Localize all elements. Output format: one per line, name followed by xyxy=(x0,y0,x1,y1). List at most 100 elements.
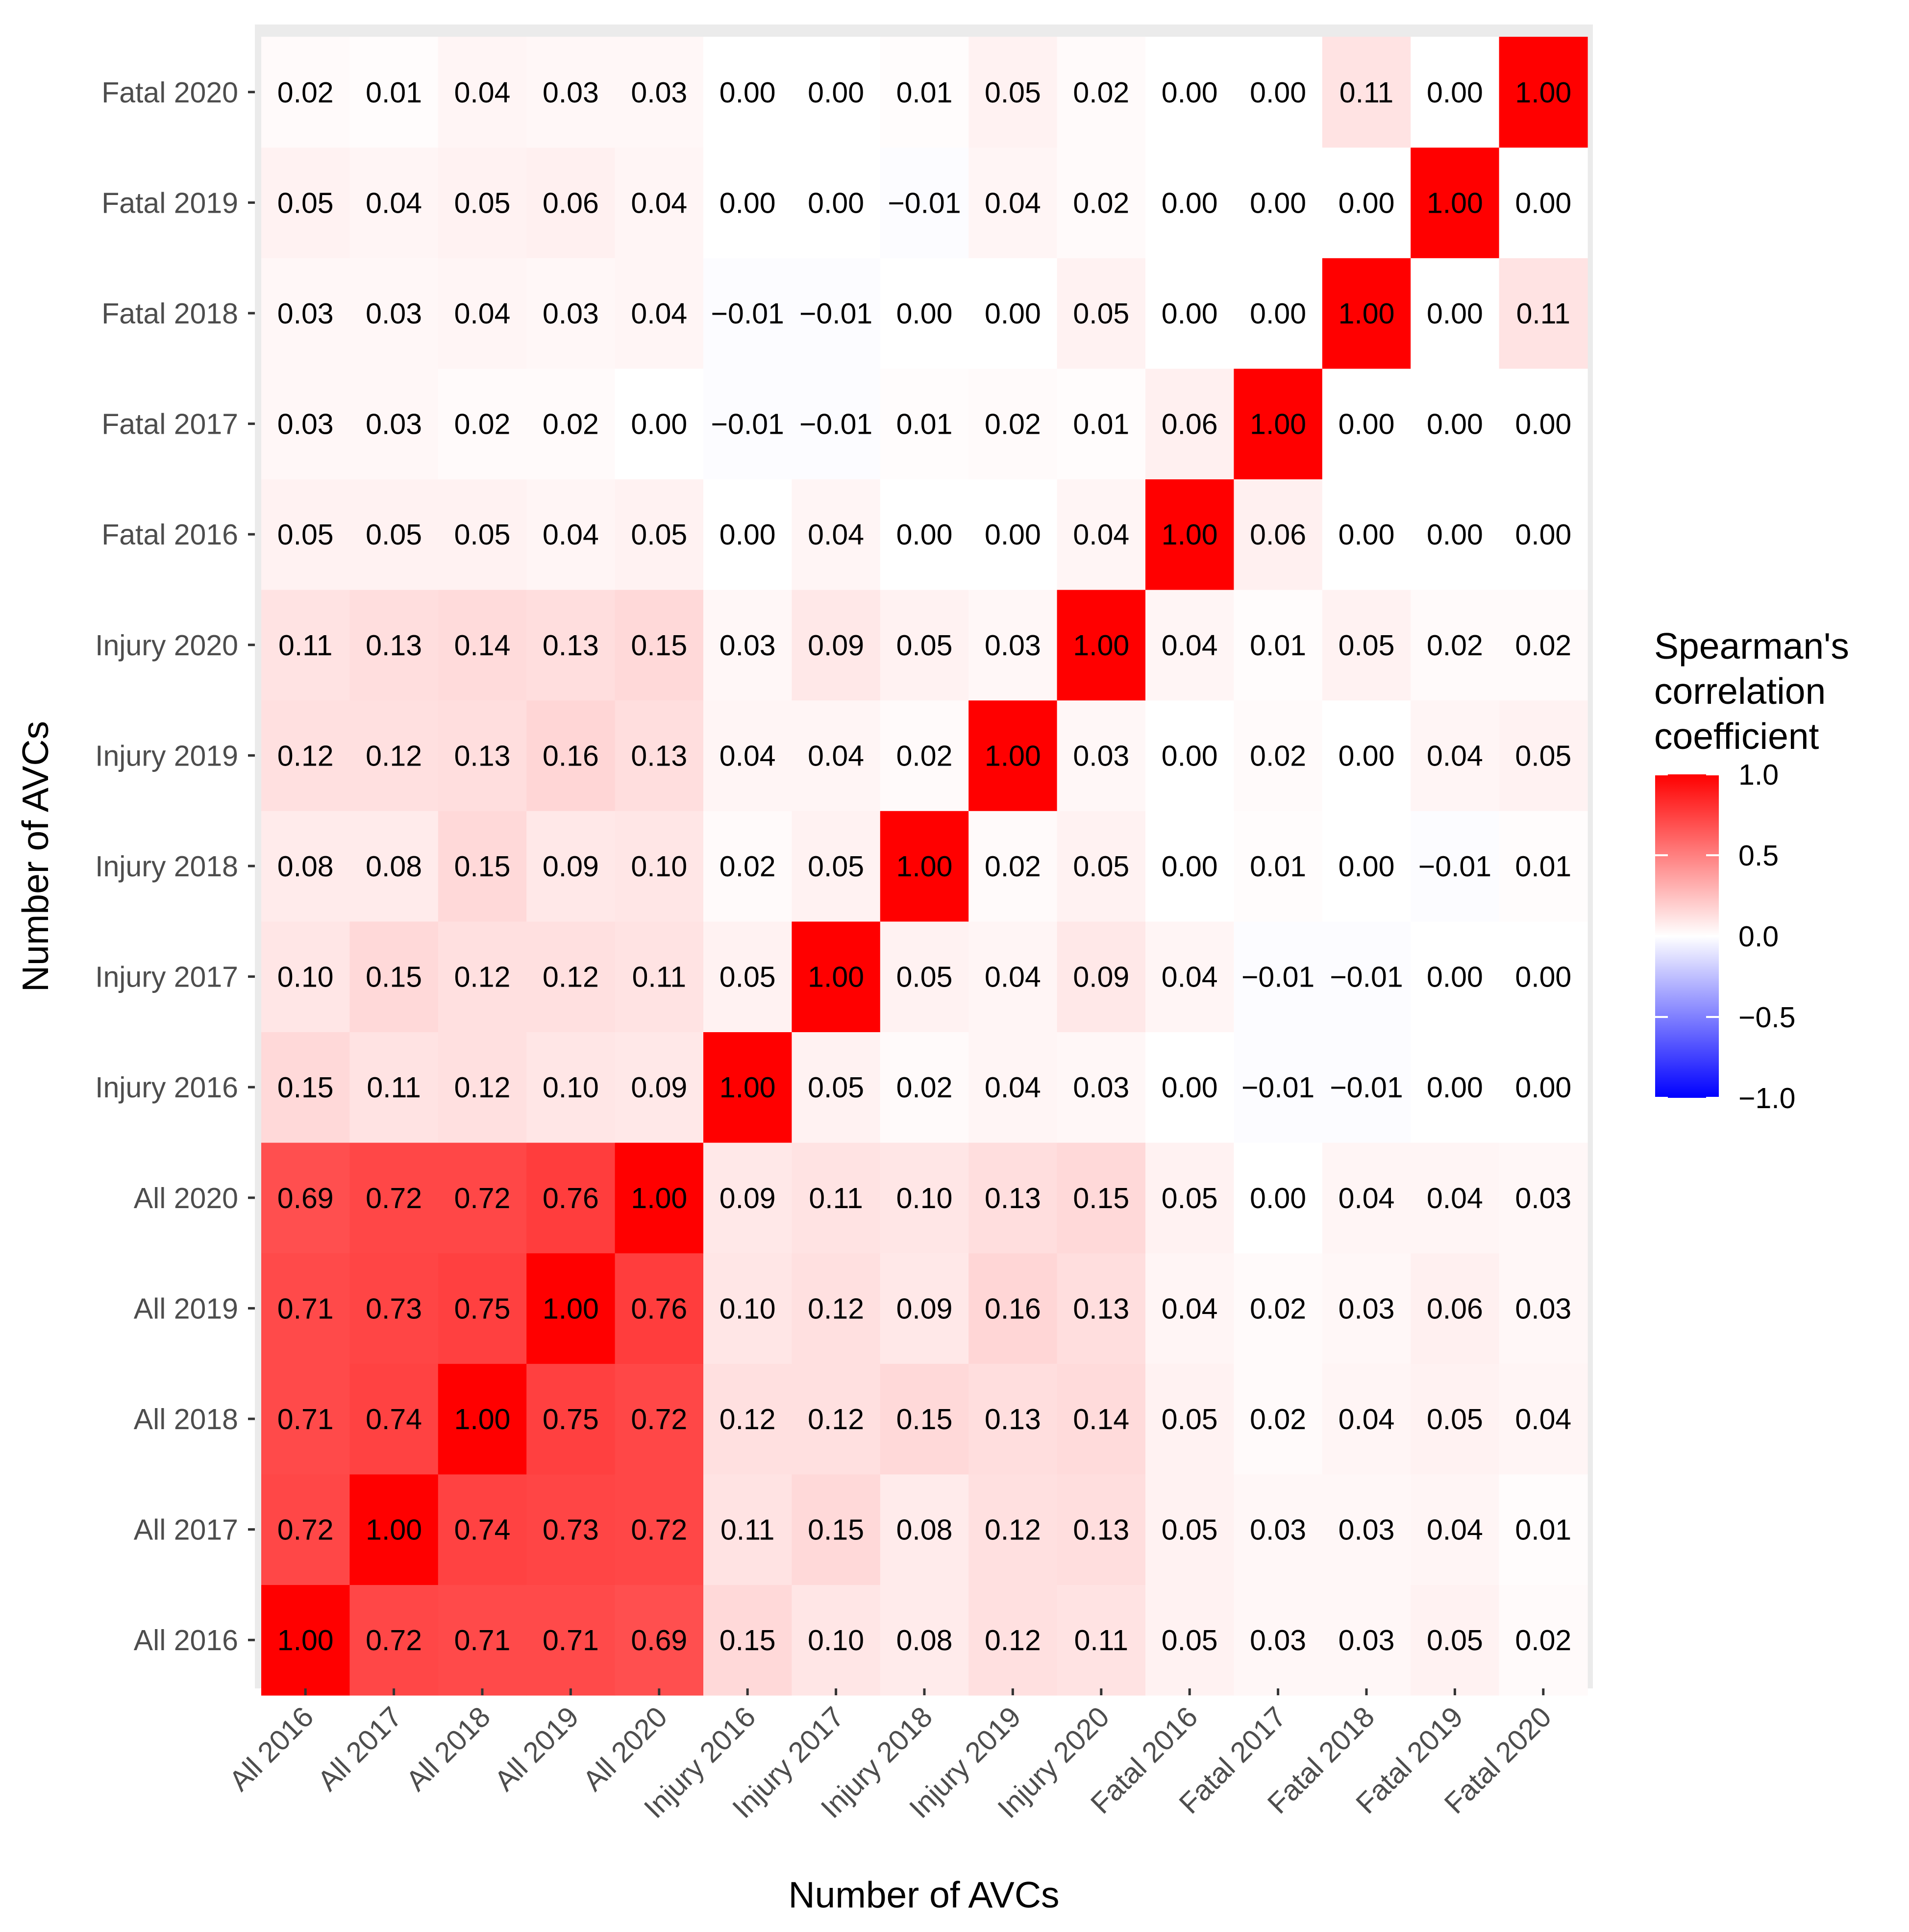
y-tick-label: Fatal 2016 xyxy=(101,519,238,551)
heatmap-cell-value: 0.00 xyxy=(1339,850,1395,883)
heatmap-cell xyxy=(438,1363,527,1475)
heatmap-cell xyxy=(968,37,1058,148)
heatmap-cell-value: 0.00 xyxy=(1427,961,1483,993)
heatmap-cell xyxy=(438,921,527,1032)
heatmap-cell xyxy=(1057,700,1146,811)
legend-tick-label: −1.0 xyxy=(1738,1082,1795,1115)
heatmap-cell xyxy=(1411,1585,1500,1696)
heatmap-cell-value: 0.00 xyxy=(1162,76,1218,109)
heatmap-cell xyxy=(1057,1253,1146,1364)
heatmap-cell-value: 0.74 xyxy=(366,1403,422,1436)
y-tick-label: Fatal 2019 xyxy=(101,187,238,219)
heatmap-cell xyxy=(261,1363,350,1475)
heatmap-cell xyxy=(1411,700,1500,811)
heatmap-cell xyxy=(1145,37,1234,148)
heatmap-cell xyxy=(1322,1142,1411,1254)
heatmap-cell xyxy=(261,1474,350,1585)
heatmap-cell xyxy=(792,147,881,258)
heatmap-cell xyxy=(1234,368,1323,479)
heatmap-cell-value: 0.15 xyxy=(808,1514,864,1546)
heatmap-cell-value: 1.00 xyxy=(631,1182,687,1214)
heatmap-cell xyxy=(1057,1142,1146,1254)
heatmap-cell xyxy=(703,1474,792,1585)
heatmap-cell-value: 0.04 xyxy=(1427,740,1483,772)
heatmap-cell-value: 0.00 xyxy=(985,297,1041,330)
x-tick-label: All 2017 xyxy=(311,1701,408,1797)
heatmap-cell-value: 1.00 xyxy=(808,961,864,993)
heatmap-cell-value: 0.05 xyxy=(277,519,334,551)
heatmap-cell-value: 1.00 xyxy=(1073,629,1129,662)
heatmap-cell xyxy=(261,1253,350,1364)
heatmap-cell xyxy=(1145,700,1234,811)
heatmap-cell xyxy=(1234,1363,1323,1475)
heatmap-cell-value: 0.72 xyxy=(366,1624,422,1657)
legend-title-line-3: coefficient xyxy=(1654,716,1819,757)
heatmap-cell xyxy=(792,700,881,811)
heatmap-cell-value: 0.03 xyxy=(1250,1624,1306,1657)
heatmap-cell xyxy=(1411,368,1500,479)
heatmap-cell xyxy=(792,479,881,590)
heatmap-cell xyxy=(1411,921,1500,1032)
heatmap-cell xyxy=(1322,1253,1411,1364)
heatmap-cell xyxy=(880,258,969,369)
heatmap-cell-value: 0.71 xyxy=(277,1292,334,1325)
heatmap-cell xyxy=(615,1253,704,1364)
heatmap-cell-value: 0.08 xyxy=(896,1624,953,1657)
heatmap-cell-value: 1.00 xyxy=(1250,408,1306,441)
heatmap-cell xyxy=(615,590,704,701)
heatmap-cell xyxy=(880,368,969,479)
heatmap-cell-value: 0.02 xyxy=(985,850,1041,883)
heatmap-cell-value: 0.15 xyxy=(366,961,422,993)
heatmap-cell-value: 0.03 xyxy=(277,408,334,441)
heatmap-cell-value: 0.00 xyxy=(1339,408,1395,441)
heatmap-cell xyxy=(1499,479,1588,590)
heatmap-cell xyxy=(1322,700,1411,811)
heatmap-cell-value: 0.00 xyxy=(1162,850,1218,883)
heatmap-cell xyxy=(792,921,881,1032)
heatmap-cell-value: 0.03 xyxy=(1339,1624,1395,1657)
heatmap-cell xyxy=(703,1253,792,1364)
heatmap-cell-value: 0.02 xyxy=(1073,187,1129,219)
heatmap-cell xyxy=(1499,700,1588,811)
heatmap-cell xyxy=(968,1032,1058,1143)
heatmap-cell-value: 0.00 xyxy=(1515,408,1571,441)
heatmap-cell xyxy=(1234,479,1323,590)
heatmap-cell xyxy=(1411,37,1500,148)
heatmap-cell-value: 0.00 xyxy=(719,76,776,109)
heatmap-cell-value: 0.00 xyxy=(1515,187,1571,219)
heatmap-cell-value: 0.08 xyxy=(277,850,334,883)
heatmap-cell-value: 0.12 xyxy=(719,1403,776,1436)
heatmap-cell-value: 0.05 xyxy=(1427,1624,1483,1657)
heatmap-cell xyxy=(1499,1585,1588,1696)
heatmap-cell xyxy=(349,258,439,369)
heatmap-cell xyxy=(968,368,1058,479)
heatmap-cell xyxy=(1234,37,1323,148)
heatmap-cell xyxy=(880,147,969,258)
y-tick-label: All 2019 xyxy=(134,1292,238,1325)
legend-title-line-1: Spearman's xyxy=(1654,625,1849,667)
heatmap-cell-value: 0.02 xyxy=(454,408,511,441)
heatmap-cell xyxy=(1057,811,1146,922)
heatmap-cell xyxy=(349,1363,439,1475)
heatmap-cell-value: 0.09 xyxy=(719,1182,776,1214)
heatmap-cell xyxy=(349,1032,439,1143)
heatmap-cell xyxy=(261,921,350,1032)
heatmap-cell-value: 0.12 xyxy=(366,740,422,772)
heatmap-cell-value: 0.00 xyxy=(719,519,776,551)
heatmap-cell xyxy=(261,1032,350,1143)
heatmap-cell xyxy=(1057,921,1146,1032)
heatmap-cell-value: 0.04 xyxy=(1162,961,1218,993)
heatmap-cell-value: 0.13 xyxy=(1073,1292,1129,1325)
legend-tick-label: 0.0 xyxy=(1738,920,1779,953)
heatmap-cell-value: 0.09 xyxy=(808,629,864,662)
heatmap-cell-value: 1.00 xyxy=(1162,519,1218,551)
heatmap-cell xyxy=(880,700,969,811)
heatmap-cell-value: 0.00 xyxy=(1339,519,1395,551)
heatmap-cell-value: 0.01 xyxy=(1073,408,1129,441)
heatmap-cell-value: 0.15 xyxy=(719,1624,776,1657)
heatmap-cell-value: 0.04 xyxy=(1339,1403,1395,1436)
heatmap-cell-value: 0.03 xyxy=(277,297,334,330)
heatmap-cell-value: 0.69 xyxy=(631,1624,687,1657)
heatmap-cell-value: 0.03 xyxy=(1515,1292,1571,1325)
heatmap-cell xyxy=(880,921,969,1032)
